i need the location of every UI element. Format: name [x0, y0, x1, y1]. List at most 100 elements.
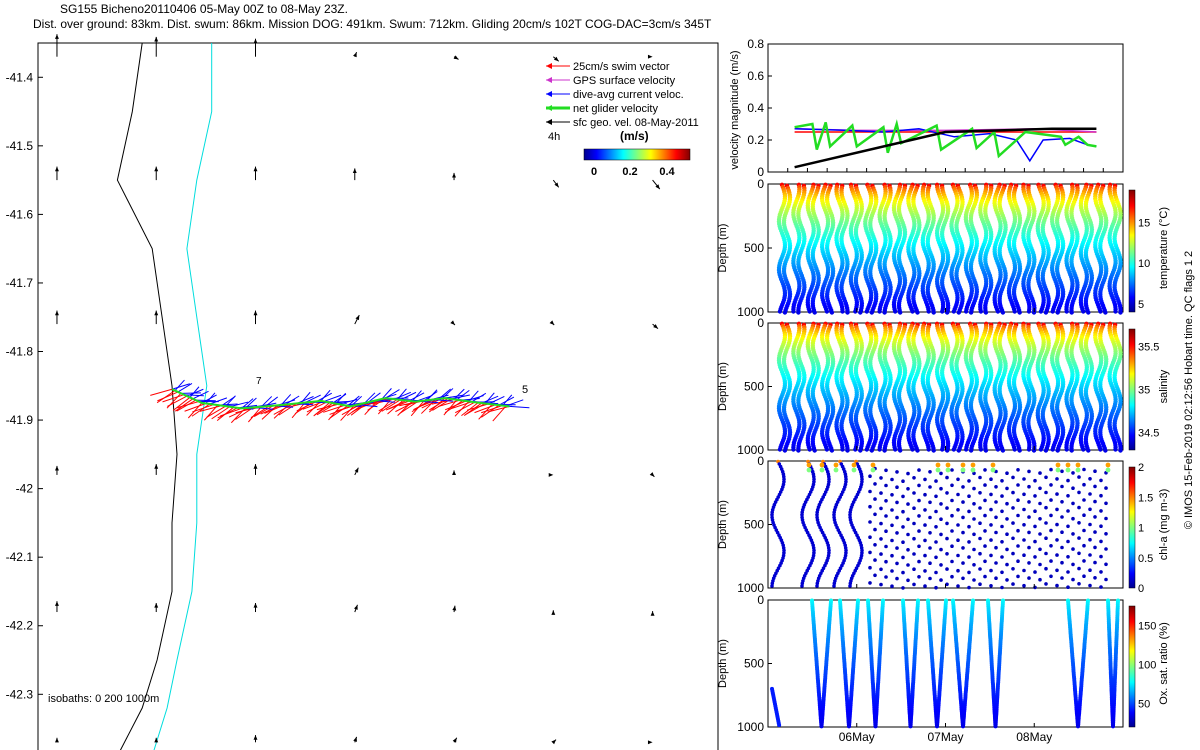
swim-vector [250, 405, 270, 419]
dac-vector [300, 391, 311, 404]
dac-vector [438, 388, 451, 400]
section-point [782, 310, 788, 315]
section-point [877, 309, 882, 314]
section-point [915, 448, 920, 453]
legend-arrow-head [546, 77, 552, 83]
swim-vector [314, 402, 334, 416]
section-point [1055, 310, 1060, 315]
map-ytick-label: -41.4 [6, 70, 34, 84]
section-point [777, 309, 783, 314]
map-ytick-label: -41.7 [6, 276, 34, 290]
swim-vector [176, 399, 197, 412]
swim-vector [492, 405, 507, 422]
dac-vector [350, 395, 362, 407]
dac-vector [441, 388, 454, 399]
sfc-vector-head [154, 310, 159, 316]
legend-arrow-head [546, 63, 552, 69]
sfc-vector-head [253, 166, 258, 172]
dac-vector [280, 394, 292, 406]
depth-tick-label: 0 [757, 316, 764, 330]
section-point [956, 448, 961, 453]
section-point [978, 309, 984, 314]
swim-vector [316, 403, 339, 411]
swim-vector [199, 405, 222, 412]
sfc-vector-head [253, 38, 258, 44]
dac-vector [374, 400, 395, 403]
velocity-series-sfc [794, 127, 1097, 169]
section-point [829, 448, 835, 453]
depth-tick-label: 1000 [737, 305, 764, 319]
section-point [807, 447, 812, 452]
swim-vector [162, 394, 185, 403]
velocity-y-axis: 00.20.40.60.8 [747, 37, 1104, 179]
dac-vector [186, 388, 204, 397]
section-point [1012, 309, 1017, 314]
sfc-vector-head [55, 465, 59, 471]
colorbar-tick-label: 10 [1138, 258, 1150, 270]
sfc-vector-head [253, 735, 258, 740]
swim-vector [487, 405, 510, 413]
swim-vector [273, 403, 294, 415]
section-point [796, 310, 801, 315]
sfc-vector-head [452, 172, 456, 178]
sfc-vector-head [551, 610, 556, 615]
dac-vector [347, 395, 360, 407]
dac-vector [502, 394, 513, 406]
sfc-vector-head [354, 467, 359, 473]
section-points [776, 321, 1123, 453]
surface-velocity-vectors [55, 34, 661, 745]
section-point [824, 447, 830, 452]
swim-vector [366, 397, 389, 406]
section-point [829, 310, 835, 315]
dac-vector [174, 379, 185, 391]
swim-vector [191, 403, 211, 417]
dac-vector [241, 398, 254, 409]
dac-vector [364, 392, 376, 404]
section-ylabel: Depth (m) [717, 362, 729, 411]
section-point [882, 448, 887, 453]
legend-label: dive-avg current veloc. [573, 89, 684, 101]
dac-vector [192, 390, 209, 400]
section-point [1103, 310, 1108, 315]
dac-vector [411, 390, 422, 402]
dac-vector [471, 392, 487, 403]
dac-vector [209, 397, 228, 405]
section-point [1098, 309, 1103, 314]
dac-vector [265, 396, 279, 407]
vel-ytick-label: 0.2 [747, 133, 764, 147]
section-point [1050, 309, 1055, 314]
dac-vector [261, 396, 273, 408]
speed-colorbar [583, 148, 691, 161]
map-ytick-label: -42 [16, 482, 34, 496]
sfc-vector-head [354, 604, 358, 610]
swim-vector [420, 398, 437, 414]
section-point [1086, 310, 1091, 315]
section-point [1081, 309, 1086, 314]
sfc-vector-head [655, 184, 660, 190]
dac-vector [505, 399, 524, 407]
section-point [910, 309, 915, 314]
section-point [1026, 309, 1032, 314]
section-points [776, 182, 1123, 315]
section-point [782, 448, 788, 453]
colorbar-tick-label: 5 [1138, 299, 1144, 311]
section-point [963, 447, 969, 452]
section-point [864, 447, 869, 452]
swim-vector [455, 401, 476, 414]
section-point [840, 309, 845, 314]
swim-vector [444, 400, 464, 414]
dac-vector [335, 392, 347, 404]
sfc-vector-head [352, 168, 357, 174]
swim-vector [150, 388, 173, 396]
sfc-vector-head [653, 324, 658, 329]
swim-vector [450, 401, 472, 410]
legend-label: GPS surface velocity [573, 75, 676, 87]
dac-vector [284, 395, 300, 405]
dac-vector [400, 391, 417, 401]
sfc-vector-head [154, 464, 159, 469]
sfc-vector-head [452, 605, 457, 611]
section-point [956, 310, 961, 315]
